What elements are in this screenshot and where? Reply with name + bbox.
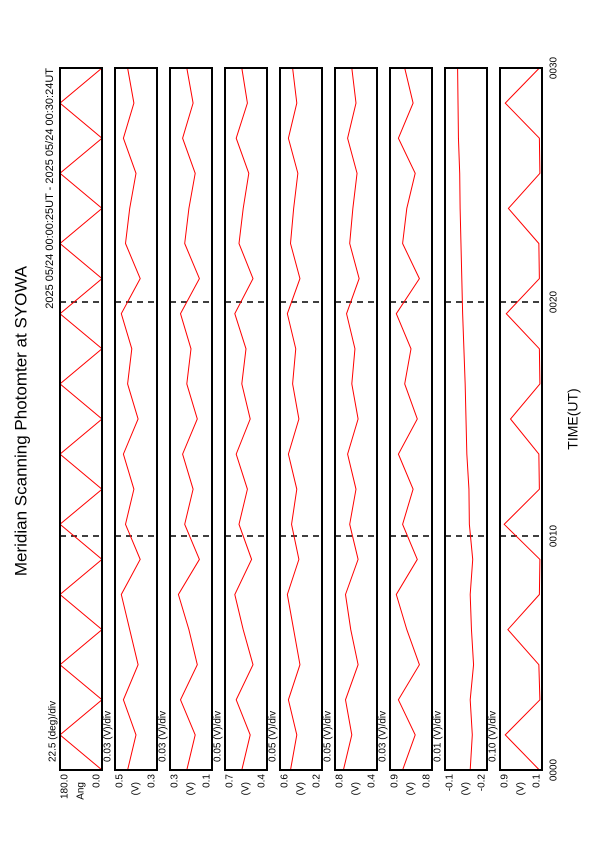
data-line: [503, 67, 541, 771]
data-line: [120, 67, 141, 771]
x-tick-label: 0030: [549, 56, 560, 79]
data-line: [234, 67, 254, 771]
chart-subtitle: 2025 05/24 00:00:25UT - 2025 05/24 00:30…: [44, 68, 56, 309]
data-line: [342, 67, 360, 771]
panel-frame: [114, 67, 158, 771]
data-line: [177, 67, 200, 771]
y-axis-label: (V): [241, 782, 252, 795]
y-tick-label: 0.4: [367, 774, 378, 788]
x-tick-label: 0020: [549, 290, 560, 313]
y-axis-label: (V): [516, 782, 527, 795]
chart-title: Meridian Scanning Photomter at SYOWA: [11, 265, 30, 576]
y-axis-label: (V): [461, 782, 472, 795]
panel-label: 0.01 (V)/div: [433, 711, 444, 762]
rotated-figure: Meridian Scanning Photomter at SYOWA 202…: [11, 56, 580, 799]
panel-frame: [334, 67, 378, 771]
panel-label: 0.10 (V)/div: [488, 711, 499, 762]
panel-frame: [499, 67, 543, 771]
panel-label: 22.5 (deg)/div: [48, 701, 59, 762]
y-axis-label: (V): [351, 782, 362, 795]
panel-frame: [169, 67, 213, 771]
x-tick-label: 0000: [549, 758, 560, 781]
y-tick-label: 180.0: [60, 774, 71, 799]
y-tick-label: 0.3: [170, 774, 181, 788]
panel-frame: [389, 67, 433, 771]
panel-frame: [444, 67, 488, 771]
data-line: [286, 67, 301, 771]
y-tick-label: -0.2: [477, 774, 488, 792]
y-axis-label: (V): [296, 782, 307, 795]
panel-label: 0.03 (V)/div: [103, 711, 114, 762]
y-tick-label: 0.1: [202, 774, 213, 788]
y-tick-label: 0.1: [532, 774, 543, 788]
y-tick-label: 0.9: [390, 774, 401, 788]
y-axis-label: (V): [186, 782, 197, 795]
panel-label: 0.05 (V)/div: [268, 711, 279, 762]
panel-frame: [59, 67, 103, 771]
y-tick-label: 0.8: [335, 774, 346, 788]
y-tick-label: -0.1: [445, 774, 456, 792]
y-tick-label: 0.0: [92, 774, 103, 788]
panel-label: 0.05 (V)/div: [213, 711, 224, 762]
panel-frame: [224, 67, 268, 771]
y-axis-label: (V): [406, 782, 417, 795]
y-tick-label: 0.8: [422, 774, 433, 788]
panel-label: 0.03 (V)/div: [158, 711, 169, 762]
data-line: [395, 67, 420, 771]
y-axis-label: (V): [131, 782, 142, 795]
y-tick-label: 0.5: [115, 774, 126, 788]
x-tick-label: 0010: [549, 524, 560, 547]
y-tick-label: 0.4: [257, 774, 268, 788]
data-line: [457, 67, 475, 771]
panel-label: 0.05 (V)/div: [323, 711, 334, 762]
y-tick-label: 0.2: [312, 774, 323, 788]
y-tick-label: 0.9: [500, 774, 511, 788]
y-tick-label: 0.3: [147, 774, 158, 788]
y-tick-label: 0.6: [280, 774, 291, 788]
panel-frame: [279, 67, 323, 771]
y-tick-label: 0.7: [225, 774, 236, 788]
panel-label: 0.03 (V)/div: [378, 711, 389, 762]
y-axis-label: Ang: [76, 782, 87, 800]
data-line: [59, 67, 103, 771]
x-axis-label: TIME(UT): [565, 388, 581, 449]
